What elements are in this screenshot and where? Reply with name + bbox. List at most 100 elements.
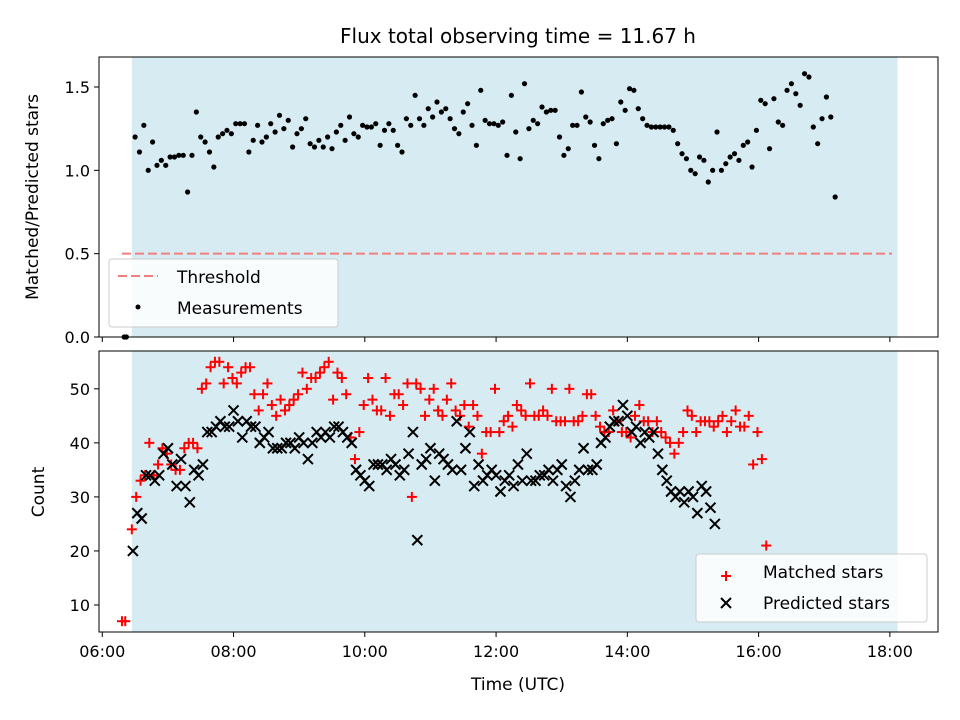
predicted-star-point bbox=[490, 469, 502, 481]
measurement-point bbox=[705, 179, 711, 185]
matched-star-point bbox=[131, 491, 142, 502]
matched-star-point bbox=[192, 443, 203, 454]
matched-star-point bbox=[205, 362, 216, 373]
measurement-point bbox=[587, 119, 593, 125]
matched-star-point bbox=[336, 373, 347, 384]
predicted-star-point bbox=[197, 458, 209, 471]
predicted-star-point bbox=[367, 458, 380, 471]
predicted-star-stroke-b bbox=[468, 480, 480, 492]
matched-star-point bbox=[660, 432, 671, 443]
predicted-star-point bbox=[411, 534, 424, 546]
measurement-point bbox=[241, 121, 248, 127]
top-panel: 0.0 0.5 1.0 1.5 Matched/Predicted stars Thr… bbox=[23, 56, 939, 347]
matched-star-point bbox=[253, 405, 264, 416]
x-tick-label: 10:00 bbox=[342, 642, 388, 661]
matched-star-point bbox=[201, 378, 212, 389]
matched-star-point bbox=[428, 383, 439, 394]
predicted-star-stroke-b bbox=[582, 464, 594, 476]
legend-measurements-swatch bbox=[135, 304, 141, 310]
measurement-point bbox=[211, 164, 217, 170]
predicted-star-stroke-b bbox=[704, 502, 717, 514]
matched-star-point bbox=[231, 378, 242, 389]
predicted-star-stroke-b bbox=[674, 485, 686, 498]
measurement-point bbox=[526, 126, 532, 132]
predicted-star-point bbox=[647, 426, 660, 438]
measurement-point bbox=[591, 142, 598, 148]
measurement-point bbox=[596, 156, 602, 162]
y-tick-label: 50 bbox=[70, 380, 90, 399]
matched-star-point bbox=[511, 400, 522, 411]
predicted-star-point bbox=[153, 469, 165, 481]
predicted-star-stroke-b bbox=[573, 464, 585, 476]
measurement-point bbox=[215, 134, 221, 140]
matched-star-point bbox=[349, 454, 360, 465]
matched-star-point bbox=[752, 427, 763, 438]
measurement-point bbox=[355, 134, 361, 140]
predicted-star-stroke-b bbox=[678, 496, 690, 509]
measurement-point bbox=[696, 154, 703, 160]
matched-star-point bbox=[704, 416, 715, 427]
x-axis-label: Time (UTC) bbox=[470, 675, 565, 695]
predicted-star-point bbox=[363, 480, 375, 492]
predicted-star-stroke-b bbox=[192, 469, 205, 481]
matched-star-point bbox=[244, 362, 255, 373]
predicted-star-point bbox=[652, 447, 664, 460]
measurement-point bbox=[390, 127, 396, 133]
measurement-point bbox=[657, 124, 663, 130]
matched-star-point bbox=[476, 448, 487, 459]
measurement-point bbox=[508, 92, 514, 98]
predicted-star-stroke-b bbox=[175, 453, 187, 465]
matched-star-point bbox=[144, 437, 155, 448]
matched-star-point bbox=[328, 394, 339, 405]
predicted-star-point bbox=[135, 512, 148, 525]
measurement-point bbox=[801, 71, 808, 77]
predicted-star-stroke-b bbox=[424, 442, 437, 454]
measurement-point bbox=[613, 141, 620, 147]
predicted-star-point bbox=[691, 507, 704, 519]
predicted-star-point bbox=[520, 447, 533, 460]
predicted-star-stroke-b bbox=[494, 485, 507, 498]
matched-star-point bbox=[262, 378, 273, 389]
predicted-star-stroke-b bbox=[652, 447, 664, 460]
x-tick-label: 16:00 bbox=[736, 642, 782, 661]
predicted-star-point bbox=[306, 437, 319, 449]
predicted-star-stroke-b bbox=[621, 410, 634, 422]
measurement-point bbox=[504, 152, 510, 158]
measurement-point bbox=[416, 116, 423, 122]
measurement-point bbox=[185, 189, 191, 195]
matched-star-point bbox=[756, 454, 767, 465]
matched-star-point bbox=[384, 410, 395, 421]
predicted-star-stroke-b bbox=[647, 426, 660, 438]
predicted-star-stroke-b bbox=[407, 426, 419, 438]
predicted-star-stroke-b bbox=[569, 474, 581, 487]
measurement-point bbox=[430, 114, 436, 120]
predicted-star-point bbox=[280, 437, 292, 449]
matched-star-point bbox=[227, 373, 238, 384]
predicted-star-stroke-b bbox=[507, 480, 520, 492]
measurement-point bbox=[745, 139, 751, 145]
measurement-point bbox=[653, 124, 659, 130]
matched-star-point bbox=[380, 373, 391, 384]
predicted-star-point bbox=[201, 426, 214, 438]
matched-star-point bbox=[424, 394, 435, 405]
measurement-point bbox=[626, 86, 633, 92]
matched-star-point bbox=[258, 389, 269, 400]
predicted-star-stroke-b bbox=[709, 518, 721, 530]
measurement-point bbox=[220, 131, 226, 137]
predicted-star-point bbox=[223, 420, 235, 433]
measurement-point bbox=[478, 87, 484, 93]
predicted-star-stroke-b bbox=[398, 464, 410, 476]
matched-star-point bbox=[120, 616, 131, 627]
measurement-point bbox=[570, 122, 576, 128]
predicted-star-point bbox=[446, 464, 459, 476]
predicted-star-point bbox=[289, 442, 301, 454]
top-legend: Threshold Measurements bbox=[108, 258, 339, 328]
measurement-point bbox=[718, 167, 725, 173]
measurement-point bbox=[193, 109, 199, 115]
measurement-point bbox=[338, 122, 344, 128]
matched-star-point bbox=[586, 389, 597, 400]
predicted-star-point bbox=[424, 442, 437, 454]
matched-star-point bbox=[594, 421, 605, 432]
predicted-star-stroke-b bbox=[127, 545, 139, 557]
